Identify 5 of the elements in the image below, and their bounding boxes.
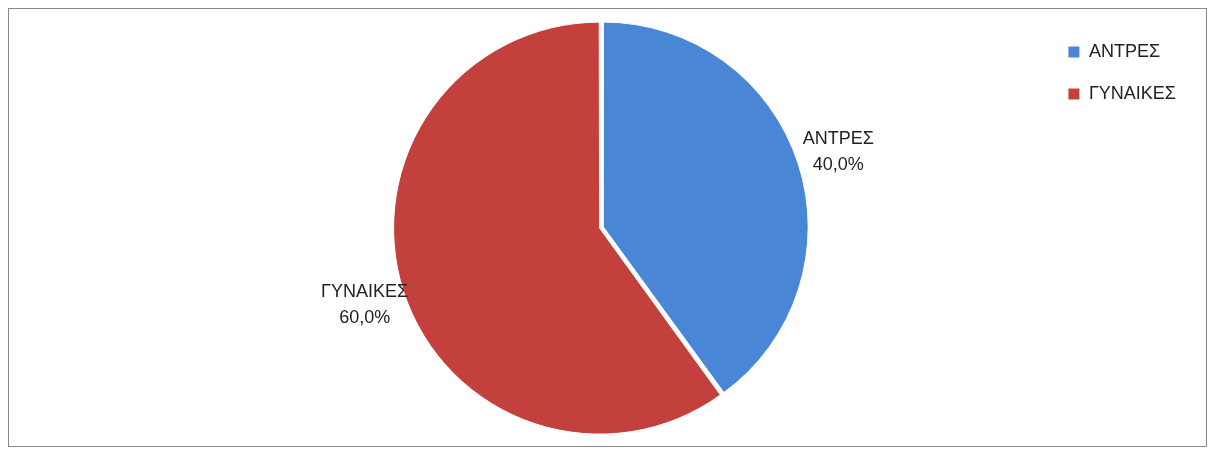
legend-label: ΑΝΤΡΕΣ	[1088, 40, 1161, 61]
slice-label: ΑΝΤΡΕΣ	[802, 127, 874, 148]
data-label: 40,0%	[812, 153, 864, 174]
data-label: 60,0%	[339, 307, 391, 328]
legend-label: ΓΥΝΑΙΚΕΣ	[1088, 82, 1177, 103]
